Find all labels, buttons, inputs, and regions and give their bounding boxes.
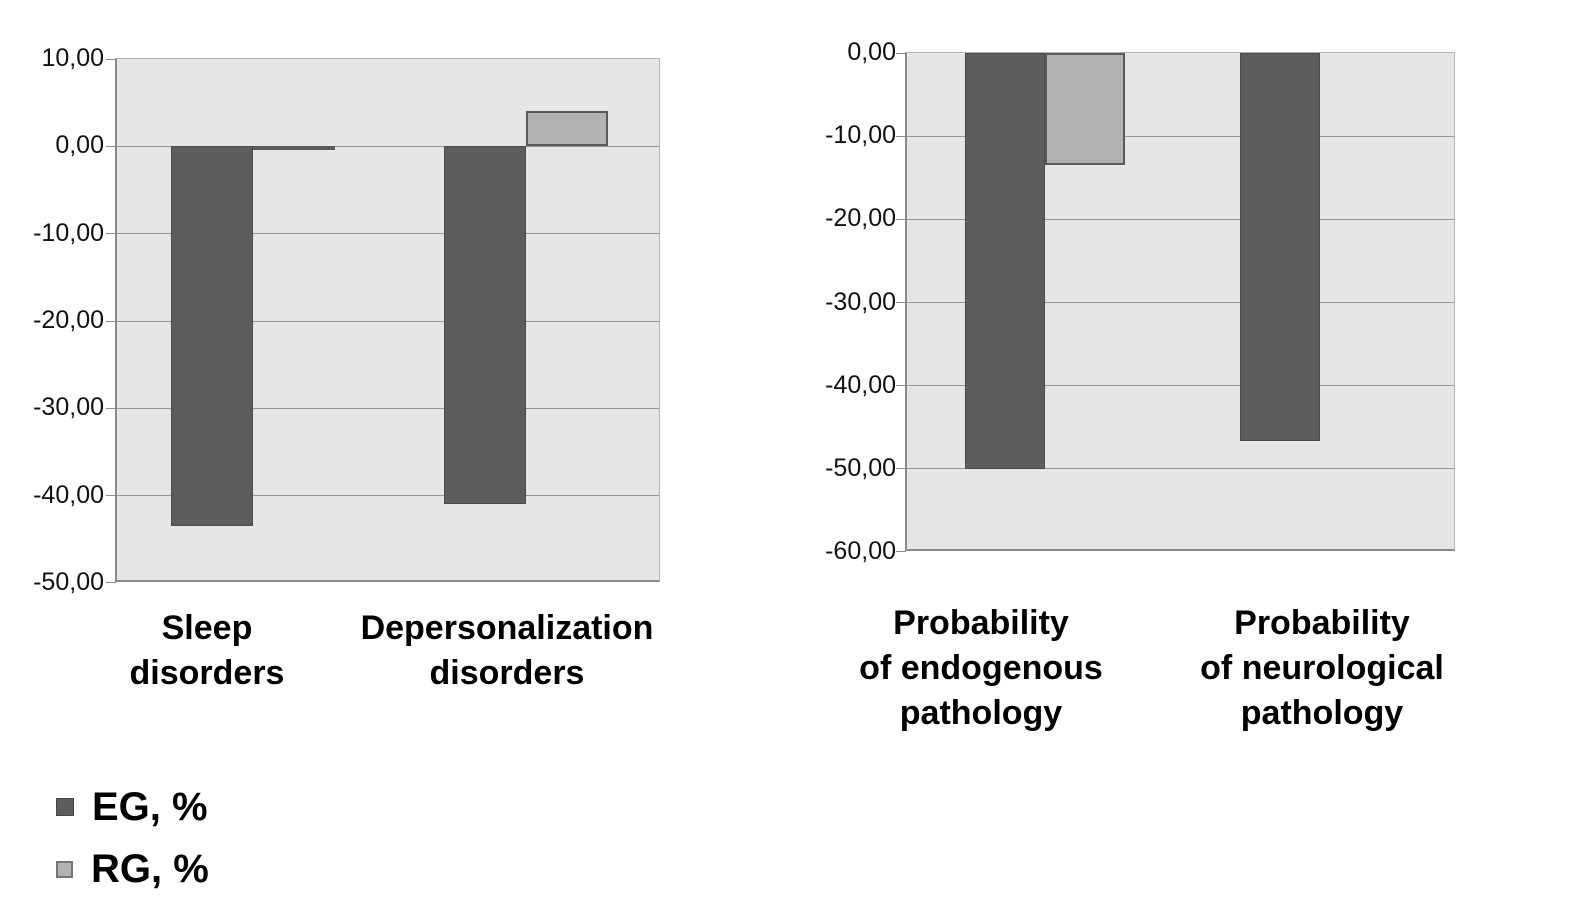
right-chart-plot-area — [896, 52, 1455, 552]
bar-eg-category-0 — [171, 146, 254, 527]
bar-eg-category-0 — [964, 53, 1045, 469]
y-axis-tick — [896, 468, 906, 470]
legend-label-eg: EG, % — [92, 785, 208, 829]
legend-label-rg: RG, % — [91, 847, 209, 891]
legend-item-eg: EG, % — [56, 784, 209, 830]
y-axis-label: -10,00 — [825, 121, 896, 150]
gridline — [117, 233, 659, 235]
gridline — [907, 385, 1454, 387]
y-axis-label: -50,00 — [33, 568, 104, 596]
bar-eg-category-1 — [1239, 53, 1320, 442]
gridline — [907, 135, 1454, 137]
y-axis-label: -40,00 — [33, 480, 104, 509]
y-axis-label: -50,00 — [825, 453, 896, 482]
y-axis-label: 10,00 — [41, 44, 104, 72]
y-axis-tick — [106, 145, 116, 147]
y-axis-tick — [106, 495, 116, 497]
gridline — [907, 302, 1454, 303]
gridline — [117, 495, 659, 497]
y-axis-label: -60,00 — [825, 537, 896, 565]
y-axis-tick — [896, 302, 906, 303]
chart-legend: EG, % RG, % — [56, 784, 209, 908]
left-chart-plot-area — [106, 58, 660, 583]
y-axis-label: -10,00 — [33, 218, 104, 247]
y-axis-label: -20,00 — [33, 306, 104, 334]
y-axis-label: -40,00 — [825, 370, 896, 399]
y-axis-tick — [106, 582, 116, 583]
bar-rg-category-1 — [525, 111, 608, 147]
y-axis-label: -30,00 — [825, 287, 896, 316]
gridline — [117, 407, 659, 409]
gridline — [117, 320, 659, 322]
category-label-0: Probability of endogenous pathology — [859, 604, 1103, 732]
gridline — [117, 145, 659, 147]
legend-swatch-rg — [56, 860, 73, 878]
category-label-0: Sleep disorders — [129, 609, 285, 692]
category-label-1: Depersonalization disorders — [360, 609, 654, 692]
category-label-1: Probability of neurological pathology — [1200, 604, 1444, 732]
y-axis-tick — [106, 407, 116, 409]
y-axis-label: 0,00 — [847, 38, 896, 66]
y-axis-tick — [896, 551, 906, 552]
bar-rg-category-0 — [253, 146, 336, 151]
y-axis-label: -30,00 — [33, 393, 104, 422]
gridline — [907, 218, 1454, 220]
y-axis-label: -20,00 — [825, 204, 896, 233]
legend-item-rg: RG, % — [56, 846, 209, 892]
y-axis-tick — [106, 59, 116, 60]
y-axis-label: 0,00 — [55, 131, 104, 160]
y-axis-tick — [896, 53, 906, 54]
y-axis-tick — [106, 320, 116, 322]
legend-swatch-eg — [56, 798, 74, 816]
y-axis-tick — [896, 135, 906, 137]
y-axis-tick — [106, 233, 116, 235]
bar-rg-category-0 — [1044, 53, 1125, 166]
gridline — [907, 468, 1454, 470]
y-axis-tick — [896, 218, 906, 220]
y-axis-tick — [896, 385, 906, 387]
bar-eg-category-1 — [443, 146, 526, 505]
